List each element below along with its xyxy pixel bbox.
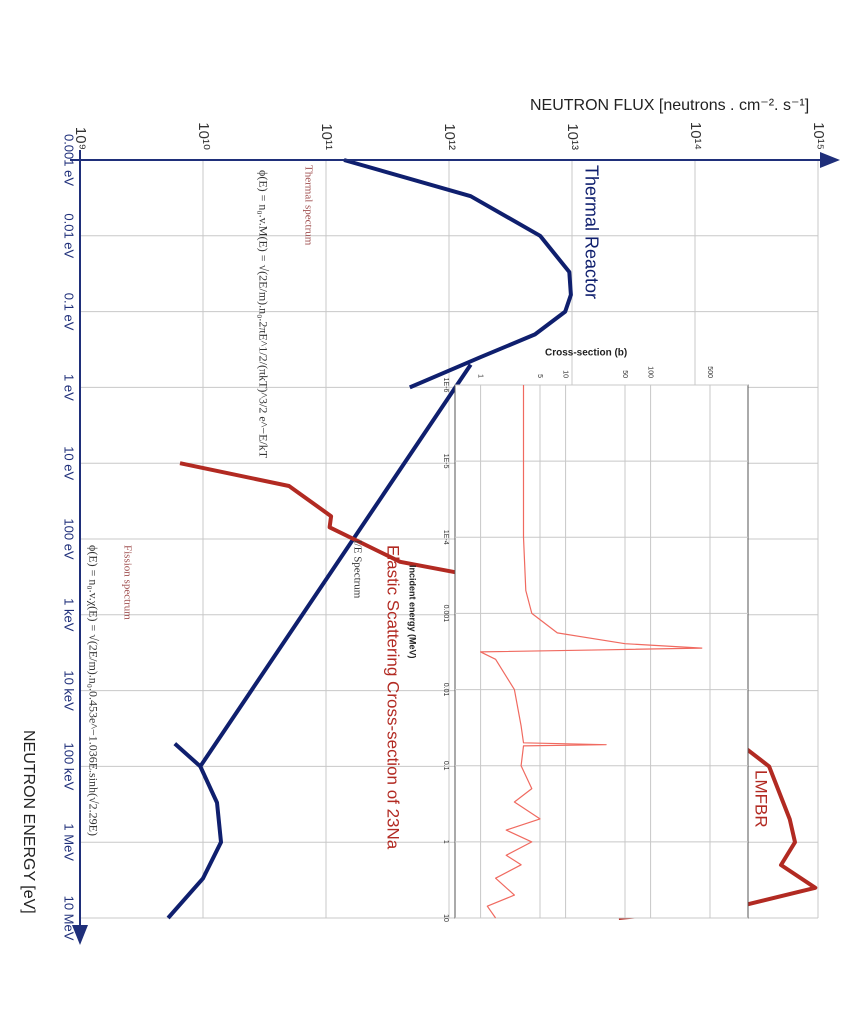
y-tick-label: 10¹¹ [318,123,335,150]
x-tick-label: 1E-4 [442,530,449,545]
y-tick-label: 50 [621,370,628,378]
inset-x-title: Incident energy (MeV) [408,565,418,659]
y-axis-title: NEUTRON FLUX [neutrons . cm⁻². s⁻¹] [530,97,809,114]
series-line [480,385,703,919]
x-tick-label: 0.01 [442,683,449,697]
x-tick-label: 10 [442,914,449,922]
y-tick-label: 10⁹ [72,127,89,150]
x-tick-label: 1E-5 [442,454,449,469]
x-tick-label: 0.01 eV [62,213,77,258]
x-tick-label: 0.001 [442,605,449,623]
x-tick-label: 10 MeV [62,896,77,941]
x-tick-label: 1 [442,840,449,844]
inset-y-title: Cross-section (b) [545,348,627,359]
y-tick-label: 500 [706,366,713,378]
x-tick-label: 1 eV [62,374,77,401]
y-tick-label: 5 [536,374,543,378]
x-tick-label: 0.001 eV [62,134,77,186]
series-line [166,158,573,920]
x-tick-label: 1 keV [62,598,77,632]
annotation: Fission spectrum [121,545,133,620]
y-tick-label: 10¹⁵ [810,122,827,150]
y-tick-label: 10¹² [441,123,458,150]
x-axis-title: NEUTRON ENERGY [eV] [20,730,37,914]
y-tick-label: 10¹³ [564,123,581,150]
annotation: ϕ(E) = n₀.v.M(E) = √(2E/m).n₀.2πE^1/2/(π… [256,170,270,459]
inset-title: Elastic Scattering Cross-section of 23Na [384,545,403,850]
series-label: Thermal Reactor [581,165,601,299]
x-tick-label: 0.1 [442,761,449,771]
y-tick-label: 10¹⁴ [687,122,704,150]
x-tick-label: 10 keV [62,670,77,711]
y-tick-label: 1 [477,374,484,378]
x-tick-label: 1E-6 [442,378,449,393]
x-tick-label: 1 MeV [62,823,77,861]
x-tick-label: 10 eV [62,446,77,480]
y-tick-label: 10 [562,370,569,378]
y-tick-label: 10¹⁰ [195,122,212,150]
series-label: LMFBR [752,770,771,828]
x-tick-label: 100 eV [62,518,77,560]
annotation: Thermal spectrum [302,165,314,246]
annotation: ϕ(E) = n₀.v.χ(E) = √(2E/m).n₀.0.453e^−1.… [86,545,100,836]
annotation: I/E Spectrum [351,540,363,599]
y-tick-label: 100 [647,366,654,378]
x-tick-label: 0.1 eV [62,293,77,331]
x-tick-label: 100 keV [62,743,77,791]
